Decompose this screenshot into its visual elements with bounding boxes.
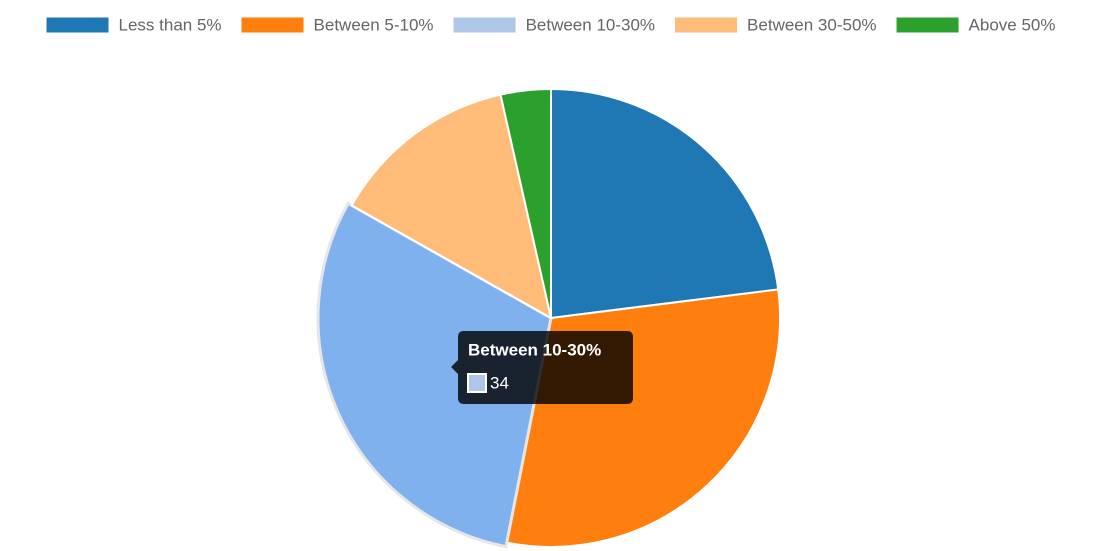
pie-slice[interactable] bbox=[350, 93, 553, 320]
pie-slice[interactable] bbox=[499, 87, 552, 319]
tooltip-value: 34 bbox=[490, 373, 509, 392]
tooltip-title: Between 10-30% bbox=[468, 340, 601, 359]
legend-swatch bbox=[453, 17, 516, 33]
pie-slice[interactable] bbox=[316, 201, 553, 549]
tooltip: Between 10-30% 34 bbox=[451, 331, 633, 404]
legend-label: Between 10-30% bbox=[526, 15, 655, 34]
legend-label: Between 5-10% bbox=[314, 15, 434, 34]
legend-item[interactable]: Between 30-50% bbox=[675, 15, 877, 34]
legend-item[interactable]: Less than 5% bbox=[46, 15, 222, 34]
legend-swatch bbox=[896, 17, 959, 33]
legend-swatch bbox=[46, 17, 109, 33]
tooltip-box bbox=[451, 331, 633, 404]
legend-label: Above 50% bbox=[969, 15, 1056, 34]
legend-swatch bbox=[241, 17, 304, 33]
legend-swatch bbox=[675, 17, 738, 33]
legend-item[interactable]: Above 50% bbox=[896, 15, 1056, 34]
legend-label: Between 30-50% bbox=[747, 15, 876, 34]
tooltip-swatch bbox=[467, 373, 487, 393]
legend-item[interactable]: Between 5-10% bbox=[241, 15, 434, 34]
pie-slice[interactable] bbox=[550, 87, 780, 320]
legend-label: Less than 5% bbox=[119, 15, 222, 34]
legend-item[interactable]: Between 10-30% bbox=[453, 15, 655, 34]
